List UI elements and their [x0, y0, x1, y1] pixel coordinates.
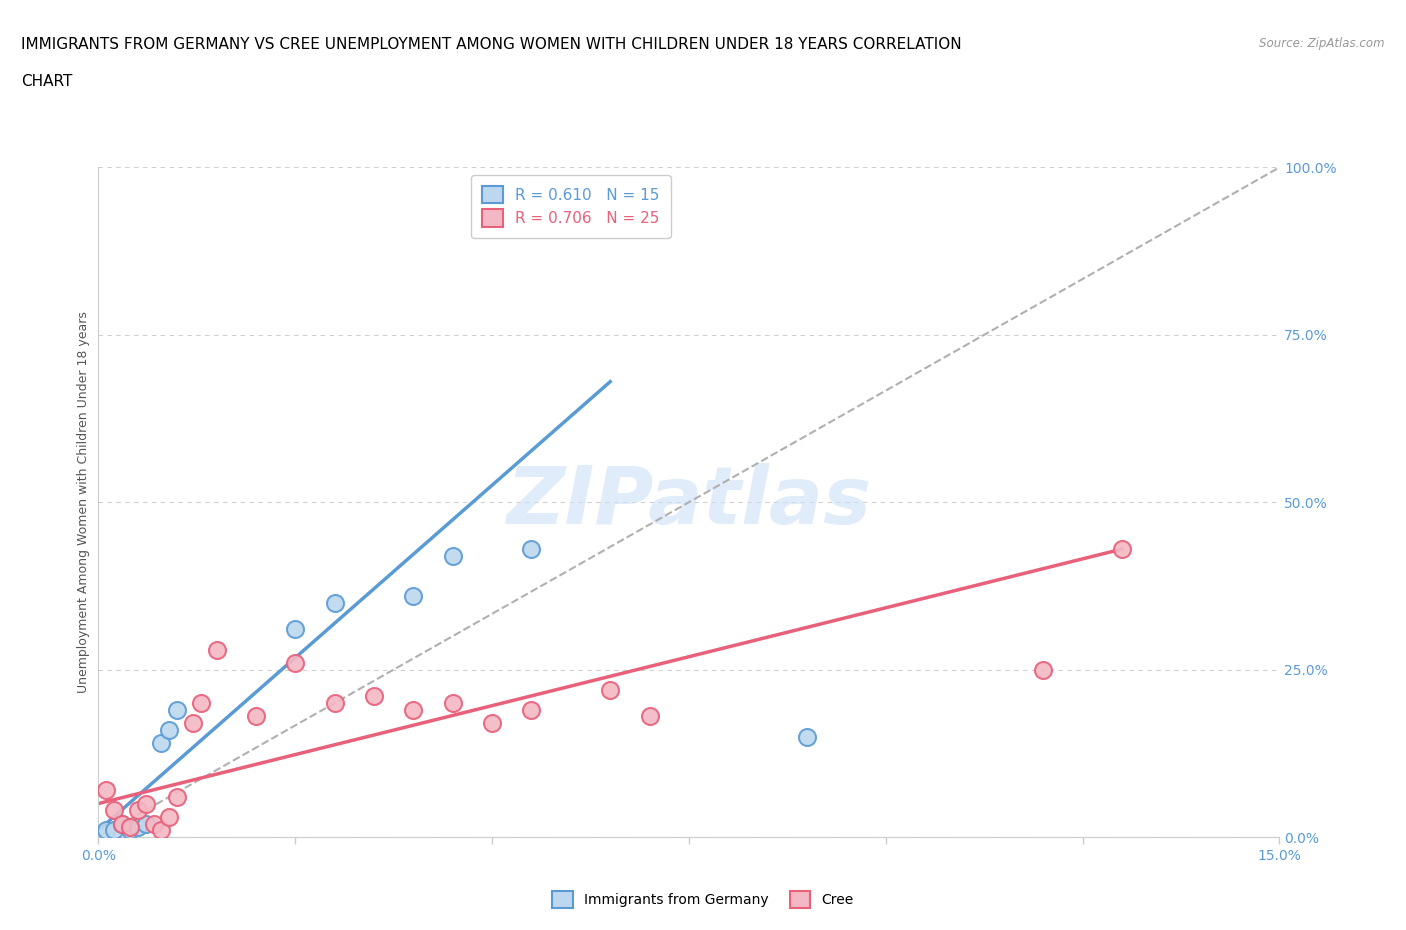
Point — [157, 809, 180, 824]
Text: IMMIGRANTS FROM GERMANY VS CREE UNEMPLOYMENT AMONG WOMEN WITH CHILDREN UNDER 18 : IMMIGRANTS FROM GERMANY VS CREE UNEMPLOY… — [21, 37, 962, 52]
Text: ZIPatlas: ZIPatlas — [506, 463, 872, 541]
Point — [166, 790, 188, 804]
Point — [157, 723, 180, 737]
Point — [402, 589, 425, 604]
Point — [111, 817, 134, 831]
Point — [520, 702, 543, 717]
Text: Source: ZipAtlas.com: Source: ZipAtlas.com — [1260, 37, 1385, 50]
Point — [363, 689, 385, 704]
Text: CHART: CHART — [21, 74, 73, 89]
Point — [441, 549, 464, 564]
Point — [118, 819, 141, 834]
Point — [245, 709, 267, 724]
Point — [638, 709, 661, 724]
Point — [441, 696, 464, 711]
Point — [520, 541, 543, 556]
Point — [190, 696, 212, 711]
Y-axis label: Unemployment Among Women with Children Under 18 years: Unemployment Among Women with Children U… — [77, 312, 90, 693]
Point — [1032, 662, 1054, 677]
Point — [205, 642, 228, 657]
Point — [127, 819, 149, 834]
Legend: Immigrants from Germany, Cree: Immigrants from Germany, Cree — [547, 885, 859, 914]
Legend: R = 0.610   N = 15, R = 0.706   N = 25: R = 0.610 N = 15, R = 0.706 N = 25 — [471, 175, 671, 238]
Point — [142, 817, 165, 831]
Point — [111, 817, 134, 831]
Point — [181, 716, 204, 731]
Point — [323, 696, 346, 711]
Point — [135, 817, 157, 831]
Point — [150, 823, 173, 838]
Point — [481, 716, 503, 731]
Point — [284, 622, 307, 637]
Point — [103, 803, 125, 817]
Point — [96, 783, 118, 798]
Point — [1111, 541, 1133, 556]
Point — [118, 823, 141, 838]
Point — [103, 823, 125, 838]
Point — [284, 656, 307, 671]
Point — [796, 729, 818, 744]
Point — [96, 823, 118, 838]
Point — [135, 796, 157, 811]
Point — [127, 803, 149, 817]
Point — [166, 702, 188, 717]
Point — [323, 595, 346, 610]
Point — [599, 683, 621, 698]
Point — [150, 736, 173, 751]
Point — [402, 702, 425, 717]
